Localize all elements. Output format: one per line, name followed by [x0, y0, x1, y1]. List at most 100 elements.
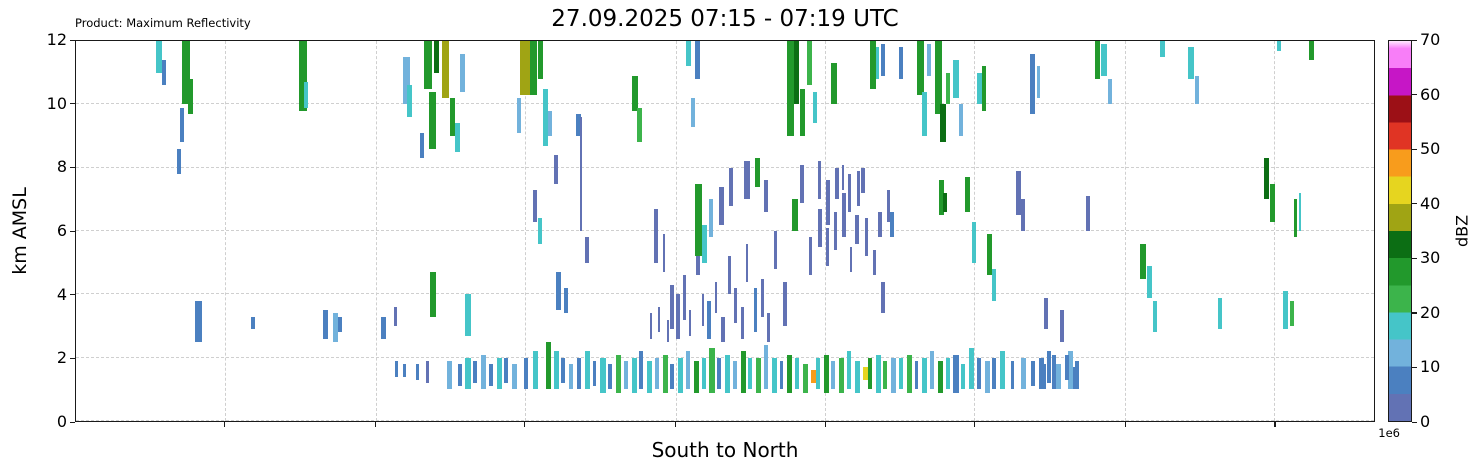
reflectivity-cell: [761, 278, 764, 317]
reflectivity-cell: [1065, 354, 1069, 380]
reflectivity-cell: [395, 360, 398, 377]
reflectivity-cell: [577, 357, 581, 390]
reflectivity-cell: [753, 288, 758, 333]
y-tick-label: 12: [46, 30, 67, 49]
reflectivity-cell: [592, 360, 597, 387]
reflectivity-cell: [839, 357, 845, 393]
reflectivity-cell: [465, 294, 471, 336]
reflectivity-cell: [608, 364, 613, 390]
reflectivity-cell: [177, 148, 182, 174]
reflectivity-cell: [971, 221, 976, 263]
reflectivity-cell: [683, 275, 687, 320]
colorbar: [1388, 40, 1412, 422]
reflectivity-cell: [538, 218, 542, 244]
reflectivity-cell: [430, 272, 436, 317]
reflectivity-cell: [1263, 158, 1269, 200]
h-gridline: [76, 420, 1374, 421]
y-tick-mark: [70, 357, 75, 360]
reflectivity-cell: [1276, 41, 1281, 51]
reflectivity-cell: [442, 41, 449, 98]
reflectivity-cell: [532, 189, 537, 222]
reflectivity-cell: [754, 158, 761, 187]
reflectivity-cell: [887, 189, 890, 222]
reflectivity-cell: [854, 215, 859, 244]
reflectivity-cell: [1188, 47, 1194, 79]
reflectivity-cell: [802, 364, 809, 393]
reflectivity-cell: [1293, 199, 1298, 238]
reflectivity-cell: [792, 199, 798, 231]
reflectivity-cell: [381, 316, 387, 339]
reflectivity-cell: [818, 161, 822, 200]
reflectivity-cell: [504, 357, 509, 383]
colorbar-tick-mark: [1412, 421, 1417, 423]
reflectivity-cell: [1146, 265, 1153, 298]
reflectivity-cell: [945, 72, 950, 105]
reflectivity-cell: [416, 364, 419, 380]
h-gridline: [76, 230, 1374, 231]
reflectivity-cell: [953, 60, 959, 98]
reflectivity-cell: [914, 360, 919, 390]
reflectivity-cell: [600, 357, 606, 393]
reflectivity-cell: [1020, 199, 1025, 231]
reflectivity-cell: [1101, 44, 1107, 76]
colorbar-tick-mark: [1412, 203, 1417, 205]
reflectivity-cell: [937, 360, 944, 393]
y-tick-mark: [70, 103, 75, 105]
reflectivity-cell: [465, 357, 471, 390]
x-tick-mark: [374, 422, 376, 427]
reflectivity-cell: [889, 212, 894, 238]
reflectivity-cell: [969, 348, 975, 390]
product-label: Product: Maximum Reflectivity: [75, 16, 251, 30]
h-gridline: [76, 166, 1374, 168]
y-tick-label: 6: [56, 221, 67, 240]
reflectivity-cell: [958, 104, 963, 136]
colorbar-tick-mark: [1412, 312, 1417, 314]
reflectivity-cell: [1020, 357, 1027, 390]
reflectivity-cell: [875, 354, 881, 393]
reflectivity-cell: [406, 85, 413, 117]
reflectivity-cell: [1309, 41, 1315, 60]
reflectivity-cell: [686, 41, 692, 67]
reflectivity-cell: [943, 193, 947, 212]
reflectivity-cell: [740, 307, 745, 339]
reflectivity-cell: [488, 364, 493, 387]
reflectivity-cell: [945, 357, 950, 390]
reflectivity-cell: [922, 357, 928, 393]
x-tick-mark: [824, 422, 826, 427]
reflectivity-cell: [636, 107, 642, 143]
colorbar-tick-mark: [1412, 39, 1417, 41]
reflectivity-cell: [693, 360, 700, 393]
reflectivity-cell: [823, 354, 829, 393]
reflectivity-cell: [987, 234, 993, 276]
reflectivity-cell: [556, 272, 562, 311]
reflectivity-cell: [841, 164, 845, 190]
reflectivity-cell: [538, 41, 544, 79]
v-gridline: [1124, 41, 1126, 421]
reflectivity-cell: [771, 357, 777, 393]
reflectivity-cell: [848, 174, 851, 212]
y-tick-label: 8: [56, 157, 67, 177]
reflectivity-cell: [826, 227, 829, 266]
reflectivity-cell: [631, 357, 637, 393]
reflectivity-cell: [519, 41, 531, 95]
reflectivity-cell: [857, 170, 860, 206]
reflectivity-cell: [1283, 291, 1289, 330]
colorbar-tick-label: 50: [1420, 139, 1441, 159]
reflectivity-cell: [1010, 360, 1015, 390]
reflectivity-cell: [883, 360, 888, 390]
reflectivity-cell: [696, 243, 701, 276]
reflectivity-cell: [787, 41, 794, 136]
h-gridline: [76, 103, 1374, 105]
reflectivity-cell: [639, 351, 644, 390]
reflectivity-cell: [810, 370, 816, 383]
reflectivity-cell: [922, 91, 928, 136]
y-tick-label: 0: [56, 412, 67, 431]
y-tick-label: 4: [56, 284, 67, 304]
reflectivity-cell: [691, 98, 696, 127]
y-tick-mark: [70, 39, 75, 41]
reflectivity-cell: [553, 351, 559, 390]
reflectivity-cell: [1140, 243, 1146, 279]
reflectivity-cell: [992, 269, 997, 301]
reflectivity-cell: [182, 41, 191, 105]
reflectivity-cell: [891, 357, 897, 393]
